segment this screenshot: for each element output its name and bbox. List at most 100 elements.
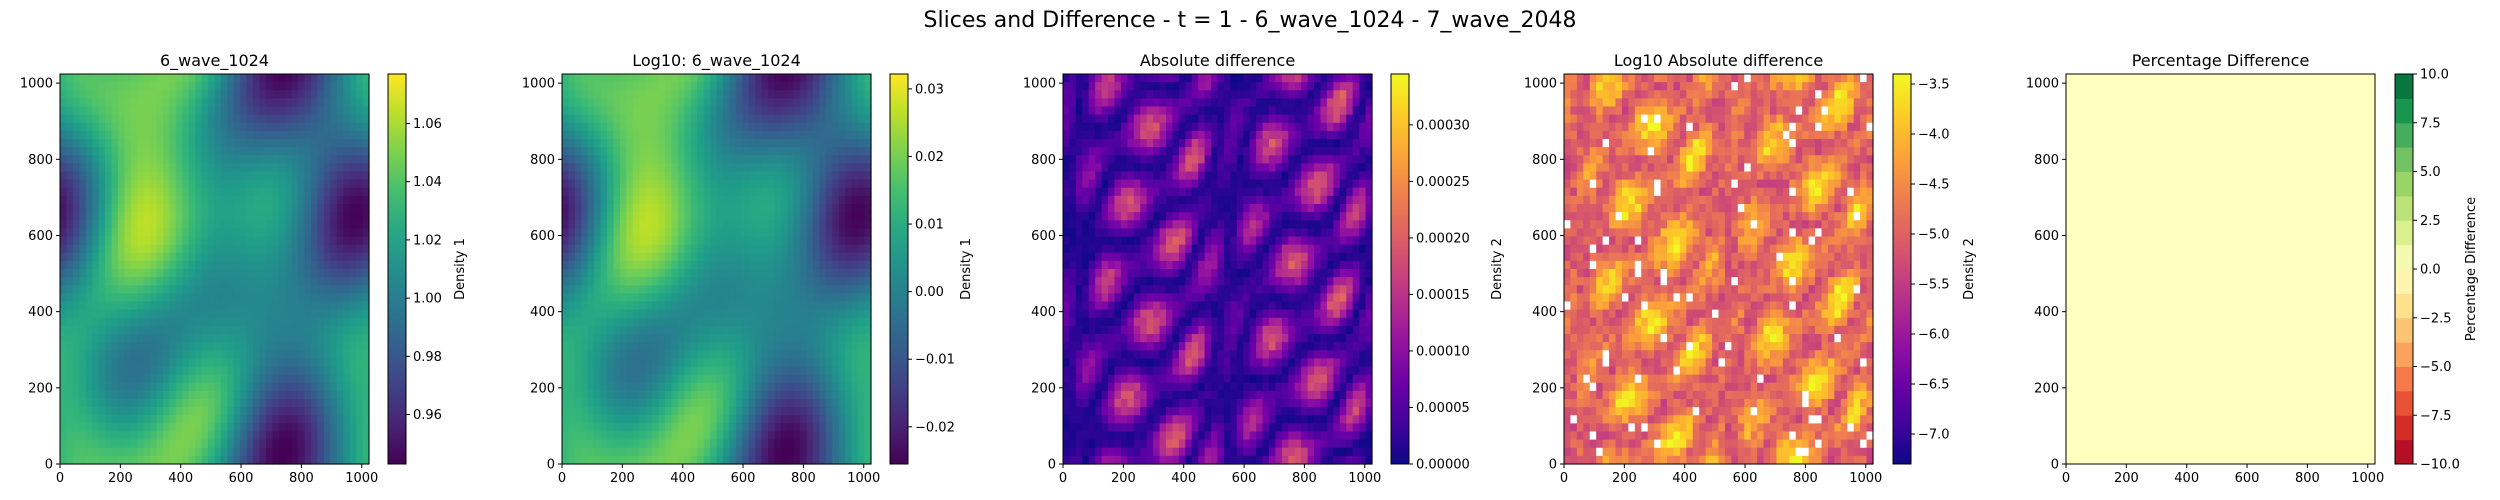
heatmap-cell (703, 114, 711, 124)
heatmap-cell (105, 358, 113, 368)
heatmap-cell (266, 342, 274, 351)
heatmap-cell (182, 358, 190, 368)
heatmap-cell (85, 390, 93, 400)
heatmap-cell (259, 334, 267, 343)
heatmap-cell (851, 179, 859, 189)
heatmap-cell (195, 285, 203, 294)
heatmap-cell (690, 187, 698, 197)
heatmap-cell (684, 423, 692, 433)
heatmap-cell (343, 236, 351, 246)
heatmap-cell (703, 390, 711, 400)
heatmap-cell (343, 122, 351, 132)
heatmap-cell (323, 447, 331, 457)
heatmap-cell (645, 447, 653, 457)
heatmap-cell (72, 74, 80, 83)
heatmap-cell (349, 139, 357, 148)
heatmap-cell (227, 285, 235, 294)
heatmap-cell (156, 179, 164, 189)
heatmap-cell (594, 228, 602, 238)
heatmap-cell (278, 350, 286, 359)
heatmap-cell (665, 301, 673, 311)
heatmap-cell (819, 285, 827, 294)
heatmap-cell (214, 431, 222, 441)
heatmap-cell (665, 439, 673, 449)
heatmap-cell (227, 455, 235, 465)
heatmap-cell (787, 212, 795, 221)
heatmap-cell (60, 139, 68, 148)
heatmap-cell (851, 399, 859, 408)
heatmap-cell (1069, 423, 1077, 433)
heatmap-cell (317, 382, 325, 392)
heatmap-cell (619, 374, 627, 384)
heatmap-cell (291, 212, 299, 221)
heatmap-cell (169, 439, 177, 449)
heatmap-cell (124, 187, 132, 197)
heatmap-cell (272, 179, 280, 189)
heatmap-cell (130, 163, 138, 173)
heatmap-cell (697, 301, 705, 311)
heatmap-cell (72, 236, 80, 246)
heatmap-cell (195, 431, 203, 441)
heatmap-cell (761, 260, 769, 270)
heatmap-cell (813, 155, 821, 164)
heatmap-cell (220, 317, 228, 327)
heatmap-cell (568, 350, 576, 359)
heatmap-cell (864, 204, 872, 213)
heatmap-cell (574, 212, 582, 221)
heatmap-cell (806, 285, 814, 294)
heatmap-cell (124, 204, 132, 213)
heatmap-cell (130, 358, 138, 368)
heatmap-cell (1088, 407, 1096, 416)
heatmap-cell (677, 139, 685, 148)
heatmap-cell (349, 195, 357, 205)
heatmap-cell (806, 171, 814, 181)
heatmap-cell (330, 285, 338, 294)
heatmap-cell (330, 155, 338, 164)
heatmap-cell (253, 244, 261, 254)
heatmap-cell (323, 415, 331, 424)
heatmap-cell (137, 382, 145, 392)
heatmap-cell (761, 439, 769, 449)
heatmap-cell (85, 163, 93, 173)
heatmap-cell (639, 285, 647, 294)
heatmap-cell (188, 228, 196, 238)
heatmap-cell (581, 195, 589, 205)
heatmap-cell (1088, 431, 1096, 441)
heatmap-cell (220, 374, 228, 384)
heatmap-cell (124, 334, 132, 343)
heatmap-cell (336, 187, 344, 197)
heatmap-cell (652, 236, 660, 246)
heatmap-cell (722, 244, 730, 254)
colorbar-frame (889, 73, 909, 465)
heatmap-cell (201, 171, 209, 181)
heatmap-cell (317, 399, 325, 408)
heatmap-cell (220, 204, 228, 213)
heatmap-cell (336, 399, 344, 408)
heatmap-cell (66, 139, 74, 148)
heatmap-cell (645, 399, 653, 408)
heatmap-cell (208, 114, 216, 124)
heatmap-cell (259, 204, 267, 213)
heatmap-cell (613, 382, 621, 392)
x-tick-label: 0 (558, 471, 566, 486)
heatmap-cell (684, 269, 692, 278)
heatmap-cell (60, 366, 68, 376)
heatmap-cell (227, 122, 235, 132)
heatmap-cell (594, 325, 602, 335)
heatmap-cell (722, 228, 730, 238)
heatmap-cell (658, 236, 666, 246)
heatmap-cell (587, 155, 595, 164)
heatmap-cell (330, 204, 338, 213)
heatmap-cell (613, 74, 621, 83)
heatmap-cell (1075, 293, 1083, 303)
heatmap-cell (214, 342, 222, 351)
heatmap-cell (710, 325, 718, 335)
heatmap-cell (671, 415, 679, 424)
heatmap-cell (60, 187, 68, 197)
heatmap-cell (150, 277, 158, 286)
heatmap-cell (311, 317, 319, 327)
heatmap-cell (227, 106, 235, 116)
heatmap-cell (703, 301, 711, 311)
heatmap-cell (607, 114, 615, 124)
heatmap-cell (272, 309, 280, 319)
